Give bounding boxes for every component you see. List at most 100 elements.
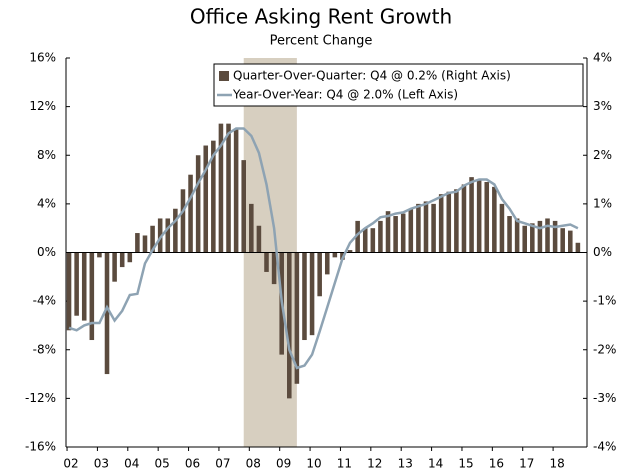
bar <box>370 228 376 253</box>
bar <box>112 252 117 282</box>
bar <box>355 220 360 253</box>
y-tick-label: 12% <box>29 99 56 113</box>
legend-label: Quarter-Over-Quarter: Q4 @ 0.2% (Right A… <box>233 69 511 83</box>
x-tick-label: 12 <box>367 457 382 471</box>
bar <box>241 160 246 253</box>
chart-title: Office Asking Rent Growth <box>190 5 452 29</box>
bar <box>66 252 72 331</box>
bar <box>81 252 87 321</box>
bar <box>514 218 520 253</box>
y2-tick-label: 0% <box>593 245 612 259</box>
bar <box>287 252 292 399</box>
bar <box>104 252 110 375</box>
bar <box>400 213 406 253</box>
y-tick-label: 16% <box>29 51 56 65</box>
legend-box <box>213 63 584 107</box>
bar <box>530 223 535 253</box>
bar <box>492 186 497 253</box>
bar <box>499 203 505 253</box>
bar <box>203 145 209 253</box>
y2-tick-label: 3% <box>593 99 612 113</box>
x-tick-label: 03 <box>94 457 109 471</box>
bar <box>431 203 436 253</box>
bar <box>461 184 467 253</box>
bar <box>271 252 277 285</box>
y2-tick-label: 1% <box>593 196 612 210</box>
bar <box>74 252 79 316</box>
bar <box>378 220 383 253</box>
x-tick-label: 18 <box>549 457 564 471</box>
x-tick-label: 07 <box>215 457 230 471</box>
y-tick-label: -8% <box>33 342 56 356</box>
bar <box>446 191 452 253</box>
legend-label: Year-Over-Year: Q4 @ 2.0% (Left Axis) <box>232 88 458 102</box>
bar <box>507 216 512 253</box>
bar <box>324 252 330 275</box>
y2-tick-label: -2% <box>593 342 616 356</box>
y2-tick-label: -4% <box>593 440 616 454</box>
bar <box>89 252 95 341</box>
bar <box>173 208 178 253</box>
x-tick-label: 11 <box>337 457 352 471</box>
y-tick-label: -4% <box>33 294 56 308</box>
bar <box>469 177 474 253</box>
bar <box>180 189 186 253</box>
bar <box>150 225 155 253</box>
bar <box>97 252 102 258</box>
x-tick-label: 08 <box>246 457 261 471</box>
chart-subtitle: Percent Change <box>270 34 373 49</box>
bar <box>211 140 216 253</box>
bar <box>127 252 133 263</box>
bar <box>317 252 322 297</box>
bar <box>385 211 391 253</box>
bar <box>362 228 368 253</box>
y2-tick-label: 4% <box>593 51 612 65</box>
bar <box>264 252 269 272</box>
x-tick-label: 16 <box>489 457 504 471</box>
bar <box>332 252 338 258</box>
bar <box>552 220 558 253</box>
y-tick-label: 4% <box>37 196 56 210</box>
bar <box>568 230 573 253</box>
bar <box>302 252 307 341</box>
legend-swatch <box>219 71 229 81</box>
y2-tick-label: -1% <box>593 294 616 308</box>
bar <box>157 218 163 253</box>
line <box>68 127 579 370</box>
bar <box>142 235 148 253</box>
bar <box>575 242 581 253</box>
bar <box>195 155 201 253</box>
bar <box>522 225 528 253</box>
y-tick-label: 0% <box>37 245 56 259</box>
x-tick-label: 06 <box>185 457 200 471</box>
x-tick-label: 10 <box>306 457 321 471</box>
bar <box>423 201 429 253</box>
bar <box>119 252 125 268</box>
y-tick-label: 8% <box>37 148 56 162</box>
x-tick-label: 13 <box>398 457 413 471</box>
bar <box>256 225 262 253</box>
bar <box>545 218 550 253</box>
bar <box>226 123 231 253</box>
y-tick-label: -12% <box>25 391 56 405</box>
bar <box>416 203 421 253</box>
bar <box>249 203 254 253</box>
bar <box>218 123 224 253</box>
bar <box>135 233 140 253</box>
bar <box>347 250 353 253</box>
bar <box>560 228 565 253</box>
bar <box>294 252 300 384</box>
x-tick-label: 02 <box>63 457 78 471</box>
bar <box>438 194 444 253</box>
bar <box>454 189 459 253</box>
bar <box>165 218 171 253</box>
bar <box>393 216 398 253</box>
bar <box>233 128 239 253</box>
bar <box>309 252 315 336</box>
bar <box>408 208 414 253</box>
bar <box>537 220 543 253</box>
x-tick-label: 05 <box>155 457 170 471</box>
y-tick-label: -16% <box>25 440 56 454</box>
bar <box>476 179 482 253</box>
